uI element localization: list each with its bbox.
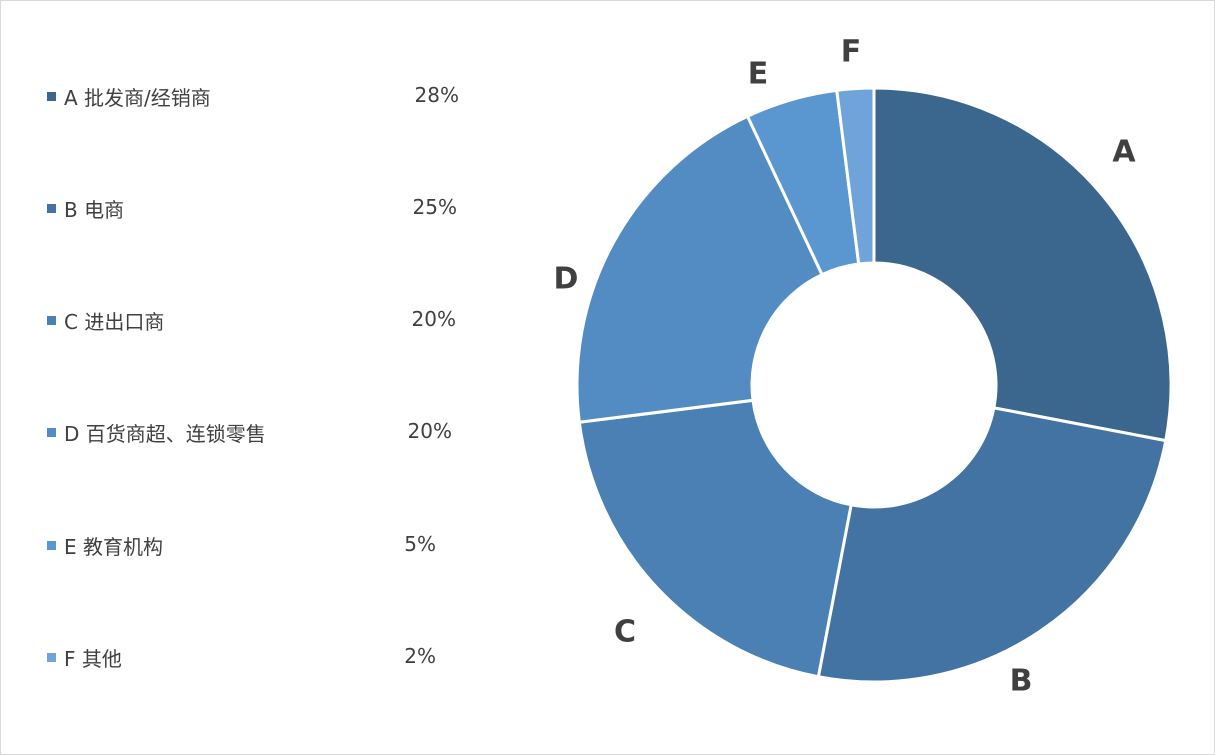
- legend-value: 2%: [404, 644, 436, 668]
- legend-swatch: [47, 540, 56, 550]
- legend-value: 20%: [411, 307, 456, 331]
- slice-label-a: A: [1112, 135, 1136, 170]
- legend-item-b: B 电商: [47, 194, 124, 222]
- slice-label-c: C: [614, 615, 636, 650]
- legend-item-e: E 教育机构: [47, 531, 163, 559]
- legend-label: D 百货商超、连锁零售: [64, 421, 266, 446]
- legend-item-c: C 进出口商: [47, 306, 164, 334]
- legend-label: C 进出口商: [64, 309, 165, 334]
- donut-slice-c: [577, 398, 853, 679]
- legend-swatch: [47, 91, 56, 101]
- legend-label: E 教育机构: [64, 534, 163, 559]
- legend-swatch: [47, 203, 56, 213]
- legend-label: B 电商: [64, 197, 125, 222]
- legend-swatch: [47, 652, 56, 662]
- donut-slice-d: [575, 114, 825, 424]
- legend-item-d: D 百货商超、连锁零售: [47, 418, 266, 446]
- legend-value: 20%: [407, 419, 452, 443]
- legend-item-f: F 其他: [47, 643, 122, 671]
- legend-label: A 批发商/经销商: [64, 85, 211, 110]
- slice-label-e: E: [748, 57, 769, 92]
- donut-slice-a: [872, 86, 1173, 443]
- legend-item-a: A 批发商/经销商: [47, 82, 211, 110]
- legend-swatch: [47, 315, 56, 325]
- legend-value: 25%: [412, 195, 457, 219]
- legend-value: 28%: [414, 83, 459, 107]
- legend-swatch: [47, 427, 56, 437]
- slice-label-f: F: [841, 35, 862, 70]
- donut-slice-b: [816, 406, 1168, 684]
- slice-label-d: D: [554, 262, 579, 297]
- donut-slice-f: [835, 86, 876, 266]
- slice-label-b: B: [1010, 664, 1033, 699]
- legend-value: 5%: [404, 532, 436, 556]
- legend-label: F 其他: [64, 646, 122, 671]
